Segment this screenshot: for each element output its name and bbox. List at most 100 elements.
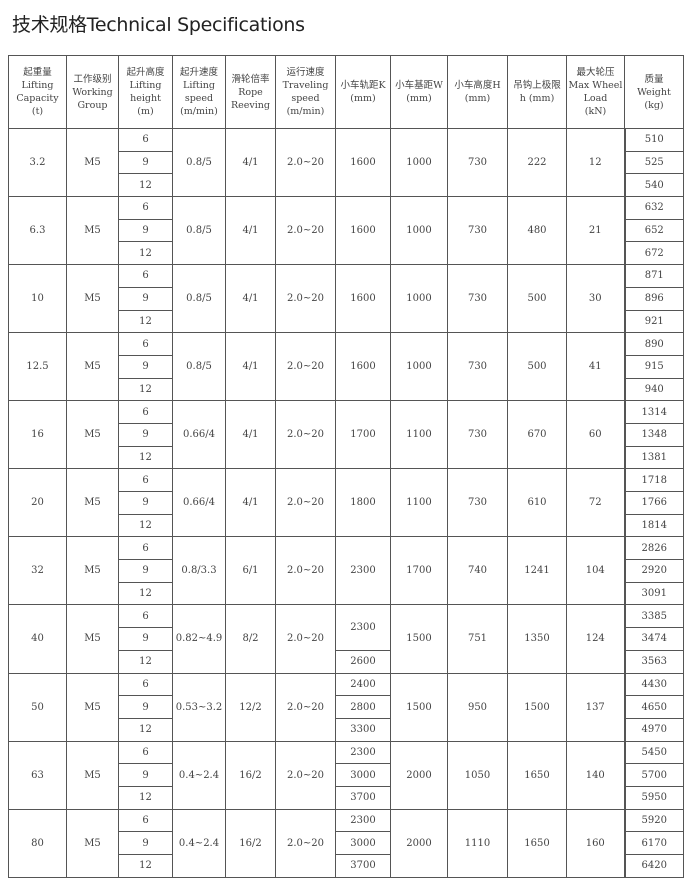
lifting-speed-cell: 0.66/4: [172, 400, 226, 470]
lifting-height-cell: 9: [118, 763, 173, 787]
rope-reeving-cell: 8/2: [225, 604, 276, 674]
track-k-cell: 2600: [335, 649, 391, 674]
weight-cell: 5950: [623, 785, 684, 810]
table-row: 12 3700 6420: [9, 854, 684, 878]
header-text: (mm): [406, 93, 432, 104]
weight-cell: 1766: [623, 491, 684, 515]
capacity-cell: 12.5: [8, 332, 67, 402]
table-row: 12 940: [9, 377, 684, 402]
header-text: Rope: [238, 86, 263, 98]
height-h-cell: 730: [447, 468, 508, 538]
table-row: 9 3000 6170: [9, 831, 684, 855]
header-text: (mm): [350, 93, 376, 104]
weight-cell: 1348: [623, 422, 684, 447]
rope-reeving-cell: 6/1: [225, 536, 276, 606]
track-k-cell: 1600: [335, 264, 391, 334]
traveling-speed-cell: 2.0~20: [275, 400, 336, 470]
lifting-height-cell: 6: [118, 536, 173, 561]
weight-cell: 921: [623, 309, 684, 334]
traveling-speed-cell: 2.0~20: [275, 808, 336, 878]
working-group-cell: M5: [66, 400, 119, 470]
weight-cell: 3091: [623, 581, 684, 606]
table-row: 9 896: [9, 286, 684, 311]
weight-cell: 652: [623, 218, 684, 243]
weight-cell: 2826: [623, 536, 684, 561]
rope-reeving-cell: 12/2: [225, 672, 276, 742]
working-group-cell: M5: [66, 196, 119, 266]
max-wheel-load-cell: 140: [566, 740, 625, 810]
table-row: 12 672: [9, 241, 684, 266]
lifting-height-cell: 9: [118, 491, 173, 515]
lifting-height-cell: 9: [118, 354, 173, 379]
table-row: 10 M5 6 0.8/5 4/1 2.0~20 1600 1000 730 500 30 871: [8, 264, 684, 334]
table-row: 16 M5 6 0.66/4 4/1 2.0~20 1700 1100 730 670 60 1314: [8, 400, 684, 470]
header-text: 最大轮压: [576, 67, 615, 78]
weight-cell: 6170: [623, 831, 684, 855]
weight-cell: 890: [623, 332, 684, 356]
base-w-cell: 1000: [390, 264, 448, 334]
working-group-cell: M5: [66, 808, 119, 878]
header-text: Load: [583, 93, 608, 104]
traveling-speed-cell: 2.0~20: [275, 468, 336, 538]
weight-cell: 632: [623, 196, 684, 220]
lifting-height-cell: 6: [118, 740, 173, 765]
header-text: 工作级别: [73, 73, 112, 85]
header-text: 滑轮倍率: [231, 73, 270, 85]
hook-limit-cell: 222: [507, 127, 567, 198]
lifting-speed-cell: 0.66/4: [172, 468, 226, 538]
weight-cell: 2920: [623, 559, 684, 583]
max-wheel-load-cell: 21: [566, 196, 625, 266]
weight-cell: 525: [623, 150, 684, 175]
base-w-cell: 2000: [390, 740, 448, 810]
lifting-height-cell: 12: [118, 581, 173, 606]
rope-reeving-cell: 4/1: [225, 264, 276, 334]
header-text: Capacity: [16, 93, 59, 104]
hook-limit-cell: 1241: [507, 536, 567, 606]
max-wheel-load-cell: 137: [566, 672, 625, 742]
working-group-cell: M5: [66, 536, 119, 606]
track-k-cell: 2400: [335, 672, 391, 697]
working-group-cell: M5: [66, 468, 119, 538]
lifting-height-cell: 6: [118, 468, 173, 492]
hook-limit-cell: 1650: [507, 808, 567, 878]
lifting-height-cell: 9: [118, 286, 173, 311]
hook-limit-cell: 610: [507, 468, 567, 538]
base-w-cell: 1000: [390, 127, 448, 198]
header-text: (m/min): [180, 106, 218, 117]
lifting-speed-cell: 0.53~3.2: [172, 672, 226, 742]
lifting-height-cell: 9: [118, 218, 173, 243]
table-row: 63 M5 6 0.4~2.4 16/2 2.0~20 2300 2000 1050 1650 14…: [8, 740, 684, 810]
table-row: 40 M5 6 0.82~4.9 8/2 2.0~20 2300 1500 751 1350 124…: [8, 604, 684, 674]
capacity-cell: 80: [8, 808, 67, 878]
capacity-cell: 63: [8, 740, 67, 810]
track-k-cell: 1600: [335, 127, 391, 198]
header-text: Working: [72, 86, 113, 98]
hook-limit-cell: 1500: [507, 672, 567, 742]
lifting-height-cell: 12: [118, 513, 173, 538]
working-group-cell: M5: [66, 604, 119, 674]
header-lifting-speed: 起升速度 Lifting speed (m/min): [172, 55, 226, 129]
weight-cell: 4970: [623, 717, 684, 742]
header-text: 小车轨距K: [340, 80, 386, 91]
header-text: (m/min): [286, 106, 325, 117]
hook-limit-cell: 670: [507, 400, 567, 470]
max-wheel-load-cell: 12: [566, 127, 625, 198]
page-title: 技术规格Technical Specifications: [12, 14, 305, 36]
hook-limit-cell: 1650: [507, 740, 567, 810]
weight-cell: 896: [623, 286, 684, 311]
rope-reeving-cell: 16/2: [225, 808, 276, 878]
track-k-cell: 3700: [335, 854, 391, 878]
weight-cell: 672: [623, 241, 684, 266]
height-h-cell: 1050: [447, 740, 508, 810]
traveling-speed-cell: 2.0~20: [275, 196, 336, 266]
max-wheel-load-cell: 124: [566, 604, 625, 674]
table-row: 12 921: [9, 309, 684, 334]
capacity-cell: 20: [8, 468, 67, 538]
lifting-speed-cell: 0.8/5: [172, 332, 226, 402]
max-wheel-load-cell: 160: [566, 808, 625, 878]
lifting-speed-cell: 0.4~2.4: [172, 740, 226, 810]
lifting-height-cell: 6: [118, 604, 173, 629]
lifting-speed-cell: 0.8/3.3: [172, 536, 226, 606]
table-row: 9 2800 4650: [9, 695, 684, 719]
capacity-cell: 10: [8, 264, 67, 334]
